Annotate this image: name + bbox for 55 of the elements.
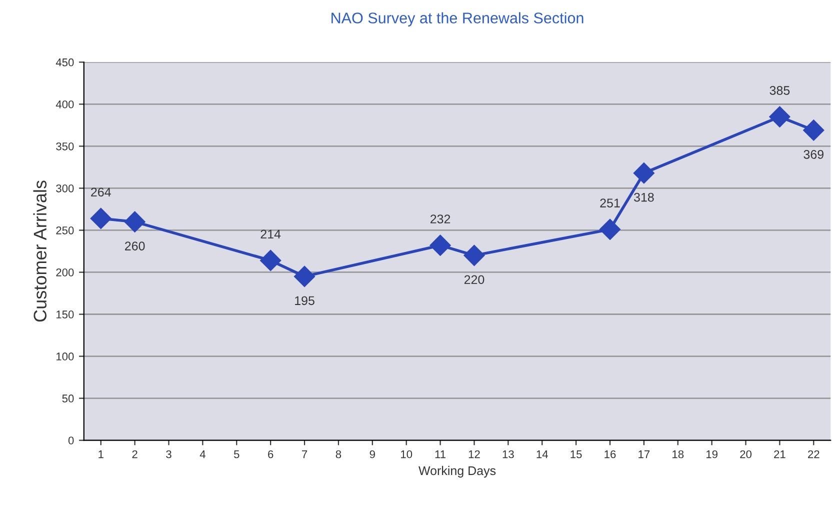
y-tick-label: 50 (62, 394, 74, 402)
point (260, 250, 282, 271)
x-tick-label: 18 (672, 450, 684, 458)
point (633, 162, 654, 184)
point (769, 106, 790, 128)
data-label: 220 (464, 275, 484, 284)
x-tick-label: 12 (468, 450, 480, 458)
x-tick-label: 5 (234, 450, 240, 458)
data-label: 214 (260, 230, 281, 238)
data-label: 195 (295, 296, 314, 306)
x-tick-label: 15 (570, 450, 582, 458)
y-axis-title: Customer Arrivals (33, 180, 47, 322)
point (294, 266, 316, 287)
x-axis-title: Working Days (418, 466, 496, 478)
x-tick-label: 16 (604, 450, 616, 458)
chart-title: NAO Survey at the Renewals Section (332, 12, 584, 26)
y-tick-label: 150 (56, 310, 74, 318)
data-label: 264 (91, 188, 111, 197)
x-tick-label: 13 (502, 450, 514, 458)
point (124, 211, 146, 232)
data-label: 251 (600, 198, 620, 208)
point (90, 208, 112, 229)
x-tick-label: 4 (200, 450, 206, 458)
x-tick-label: 14 (536, 450, 548, 458)
x-tick-label: 6 (268, 450, 274, 458)
data-label: 318 (634, 192, 654, 202)
x-tick-label: 19 (706, 450, 718, 458)
x-tick-label: 1 (98, 450, 104, 458)
x-tick-label: 3 (166, 450, 172, 458)
x-tick-label: 20 (740, 450, 752, 458)
x-tick-label: 17 (638, 450, 650, 458)
y-tick-label: 100 (56, 352, 74, 360)
point (599, 218, 621, 240)
x-tick-label: 9 (370, 450, 375, 458)
y-tick-label: 400 (56, 100, 74, 108)
x-tick-label: 22 (808, 450, 820, 458)
point (803, 120, 824, 141)
x-tick-label: 2 (132, 450, 138, 458)
x-tick-label: 7 (302, 450, 308, 458)
point (464, 244, 485, 266)
y-tick-label: 350 (56, 142, 74, 150)
y-tick-label: 300 (56, 184, 74, 192)
point (430, 234, 451, 256)
y-tick-label: 450 (56, 58, 74, 66)
x-tick-label: 21 (774, 450, 786, 458)
y-tick-label: 250 (56, 226, 74, 234)
data-label: 260 (125, 242, 145, 250)
data-label: 232 (430, 214, 450, 224)
data-label: 385 (770, 86, 790, 95)
y-tick-label: 200 (56, 268, 74, 276)
data-label: 369 (804, 150, 824, 159)
x-tick-label: 10 (401, 450, 412, 458)
y-tick-label: 0 (68, 436, 74, 444)
x-tick-label: 8 (336, 450, 342, 458)
x-tick-label: 11 (435, 450, 446, 458)
